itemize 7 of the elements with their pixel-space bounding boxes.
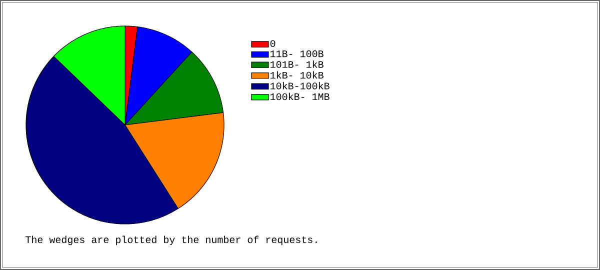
legend-label: 10kB-100kB xyxy=(270,82,330,90)
text: The wedges are plotted by the number of requests. xyxy=(26,236,317,246)
legend-label: 11B- 100B xyxy=(270,50,324,58)
legend-label: 0 xyxy=(270,40,276,47)
legend-label: 100kB- 1MB xyxy=(270,92,330,100)
legend-label: 1kB- 10kB xyxy=(270,71,324,79)
legend-label: 101B- 1kB xyxy=(270,60,324,68)
